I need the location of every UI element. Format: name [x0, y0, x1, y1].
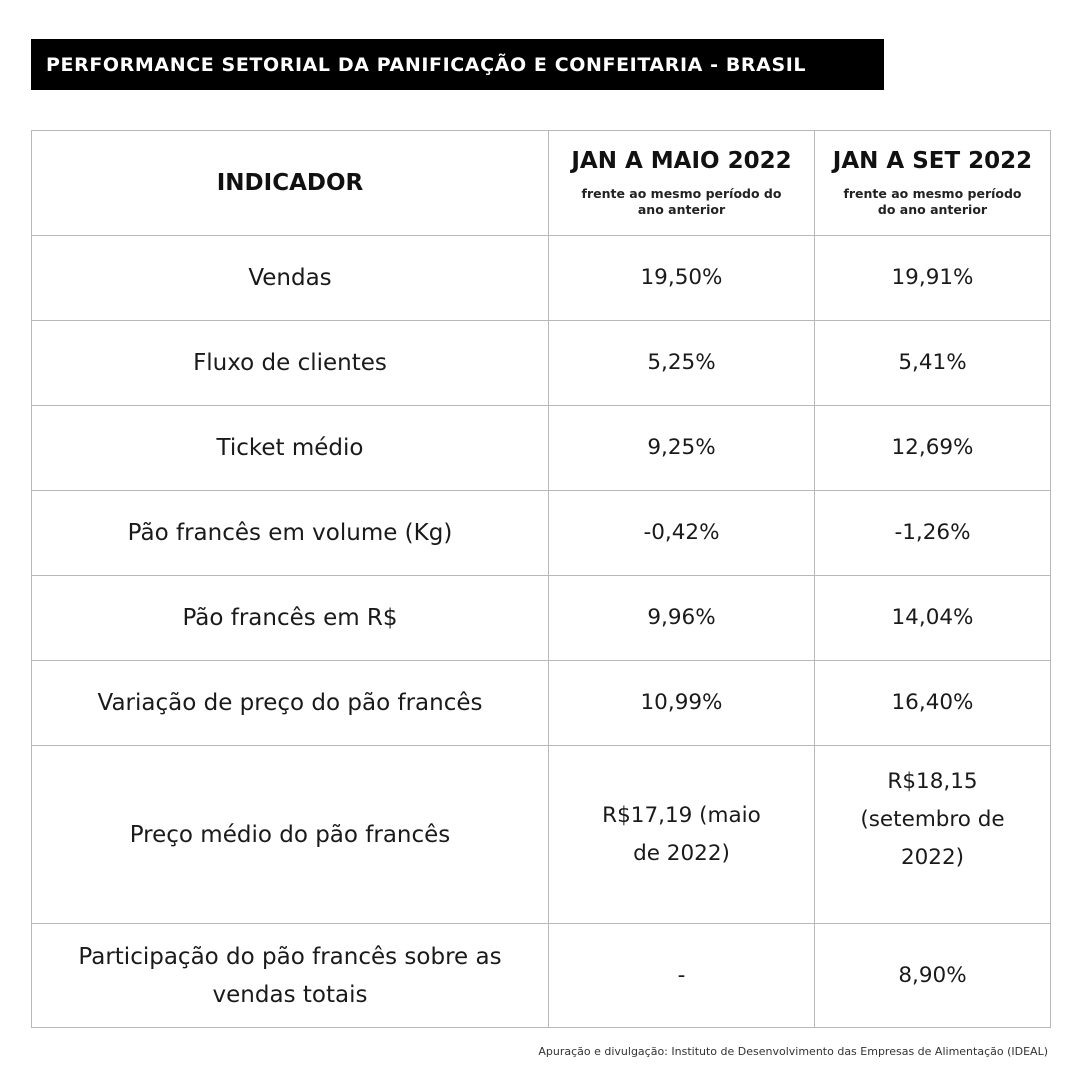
row-value-jan-maio: 9,25% — [548, 405, 815, 491]
table-row: Vendas 19,50% 19,91% — [31, 235, 1051, 321]
table-row: Ticket médio 9,25% 12,69% — [31, 405, 1051, 491]
table-row: Preço médio do pão francês R$17,19 (maio… — [31, 745, 1051, 924]
table-row: Fluxo de clientes 5,25% 5,41% — [31, 320, 1051, 406]
row-value-jan-set: 8,90% — [814, 923, 1051, 1028]
header-indicator-cell: INDICADOR — [31, 130, 549, 236]
row-value-jan-set: 14,04% — [814, 575, 1051, 661]
row-value-jan-set: 16,40% — [814, 660, 1051, 746]
row-value-jan-set: -1,26% — [814, 490, 1051, 576]
row-value-jan-maio: -0,42% — [548, 490, 815, 576]
table-row: Participação do pão francês sobre as ven… — [31, 923, 1051, 1028]
header-jan-set-cell: JAN A SET 2022 frente ao mesmo período d… — [814, 130, 1051, 236]
row-label: Pão francês em R$ — [31, 575, 549, 661]
header-jan-maio-subtitle: frente ao mesmo período do ano anterior — [581, 186, 782, 217]
table-row: Variação de preço do pão francês 10,99% … — [31, 660, 1051, 746]
source-footnote: Apuração e divulgação: Instituto de Dese… — [538, 1045, 1048, 1058]
header-jan-maio-cell: JAN A MAIO 2022 frente ao mesmo período … — [548, 130, 815, 236]
row-value-jan-maio: 5,25% — [548, 320, 815, 406]
table-header-row: INDICADOR JAN A MAIO 2022 frente ao mesm… — [31, 130, 1051, 236]
row-label: Pão francês em volume (Kg) — [31, 490, 549, 576]
header-jan-maio: JAN A MAIO 2022 — [571, 148, 792, 174]
row-value-jan-maio: - — [548, 923, 815, 1028]
table-row: Pão francês em R$ 9,96% 14,04% — [31, 575, 1051, 661]
row-label: Preço médio do pão francês — [31, 745, 549, 924]
row-value-jan-maio: 10,99% — [548, 660, 815, 746]
row-value-jan-maio: 9,96% — [548, 575, 815, 661]
row-value-jan-set: 5,41% — [814, 320, 1051, 406]
header-jan-set-subtitle: frente ao mesmo período do ano anterior — [843, 186, 1022, 217]
row-value-jan-maio: 19,50% — [548, 235, 815, 321]
row-label: Fluxo de clientes — [31, 320, 549, 406]
header-indicator: INDICADOR — [216, 170, 364, 196]
performance-table: INDICADOR JAN A MAIO 2022 frente ao mesm… — [31, 130, 1051, 1028]
row-label: Participação do pão francês sobre as ven… — [31, 923, 549, 1028]
page-title: PERFORMANCE SETORIAL DA PANIFICAÇÃO E CO… — [46, 53, 807, 76]
header-jan-set: JAN A SET 2022 — [832, 148, 1033, 174]
row-label: Variação de preço do pão francês — [31, 660, 549, 746]
row-value-jan-set: 19,91% — [814, 235, 1051, 321]
row-value-jan-set: R$18,15 (setembro de 2022) — [814, 745, 1051, 924]
row-value-jan-set: 12,69% — [814, 405, 1051, 491]
table-row: Pão francês em volume (Kg) -0,42% -1,26% — [31, 490, 1051, 576]
row-label: Ticket médio — [31, 405, 549, 491]
title-bar: PERFORMANCE SETORIAL DA PANIFICAÇÃO E CO… — [31, 39, 884, 90]
row-label: Vendas — [31, 235, 549, 321]
row-value-jan-maio: R$17,19 (maio de 2022) — [548, 745, 815, 924]
